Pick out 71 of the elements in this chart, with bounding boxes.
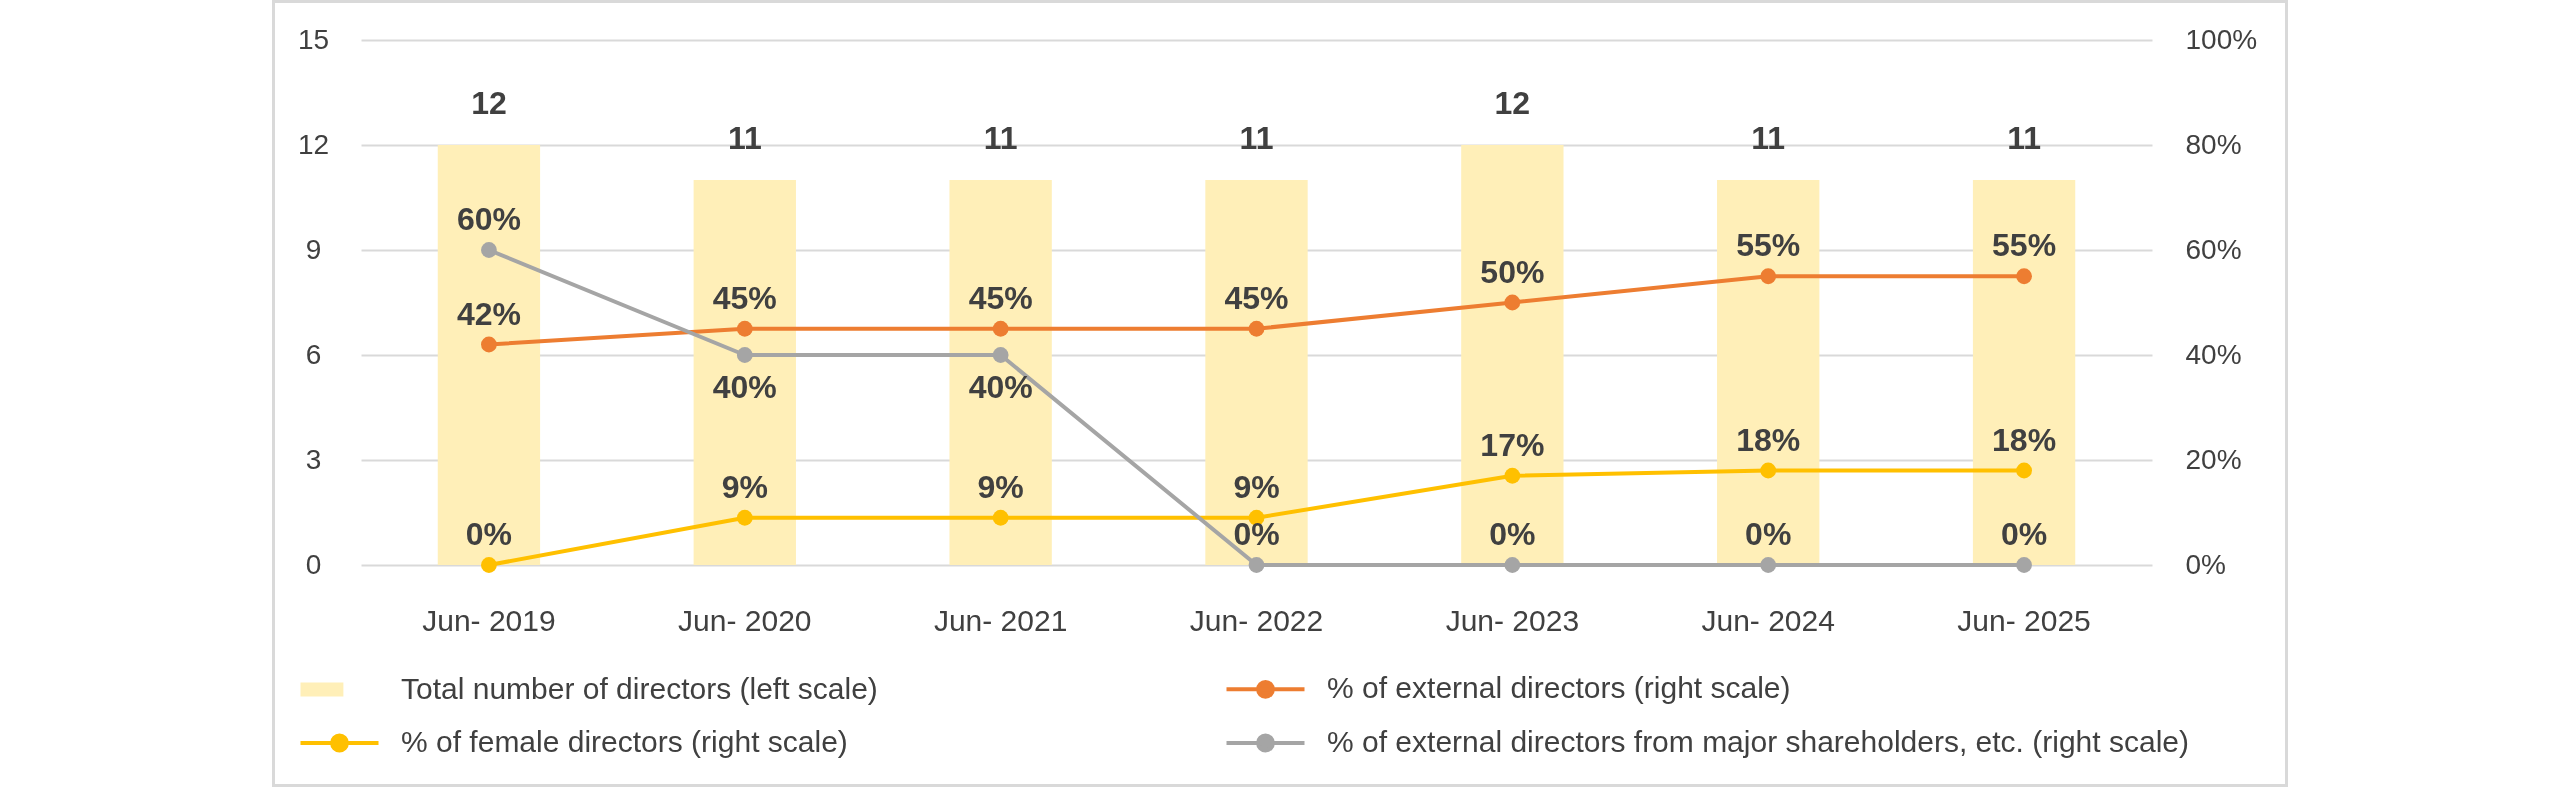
point bbox=[736, 509, 753, 526]
data-label: 9% bbox=[977, 468, 1024, 505]
data-label: 11 bbox=[983, 120, 1018, 156]
data-label: 9% bbox=[721, 468, 768, 505]
y-tick-label: 15 bbox=[297, 23, 330, 55]
data-label: 11 bbox=[1239, 120, 1274, 156]
point bbox=[481, 557, 497, 573]
data-label: 55% bbox=[1992, 227, 2057, 264]
point bbox=[1504, 467, 1521, 484]
x-tick-label: Jun- 2025 bbox=[1957, 603, 2091, 637]
legend-label: % of external directors (right scale) bbox=[1327, 671, 1791, 705]
point bbox=[1760, 557, 1777, 573]
data-label: 11 bbox=[2007, 120, 2041, 156]
point bbox=[2016, 462, 2032, 479]
x-tick-label: Jun- 2024 bbox=[1701, 603, 1835, 637]
y2-tick-label: 80% bbox=[2185, 128, 2242, 160]
y2-tick-label: 0% bbox=[2185, 548, 2226, 580]
data-label: 40% bbox=[968, 369, 1033, 405]
data-label: 9% bbox=[1233, 468, 1280, 505]
y2-tick-label: 100% bbox=[2185, 23, 2258, 55]
point bbox=[1760, 268, 1777, 285]
data-label: 45% bbox=[968, 279, 1033, 316]
x-tick-label: Jun- 2019 bbox=[422, 603, 556, 637]
y2-tick-label: 40% bbox=[2185, 338, 2242, 370]
point bbox=[1504, 294, 1521, 311]
y-tick-label: 9 bbox=[305, 233, 322, 265]
point bbox=[992, 347, 1009, 363]
data-label: 45% bbox=[712, 279, 777, 316]
data-label: 0% bbox=[1233, 516, 1280, 552]
point bbox=[481, 242, 497, 258]
point bbox=[481, 336, 497, 353]
x-tick-label: Jun- 2021 bbox=[933, 603, 1068, 637]
legend-label: Total number of directors (left scale) bbox=[401, 671, 878, 705]
point bbox=[2016, 557, 2032, 573]
data-label: 60% bbox=[456, 201, 521, 237]
y-tick-label: 6 bbox=[305, 338, 322, 370]
y2-tick-label: 20% bbox=[2185, 443, 2242, 475]
data-label: 0% bbox=[1489, 516, 1536, 552]
data-label: 18% bbox=[1992, 421, 2057, 458]
data-label: 50% bbox=[1480, 253, 1545, 290]
data-label: 11 bbox=[1751, 120, 1786, 156]
data-label: 55% bbox=[1736, 227, 1801, 264]
x-tick-label: Jun- 2023 bbox=[1445, 603, 1580, 637]
data-label: 42% bbox=[456, 295, 521, 332]
y-tick-label: 0 bbox=[305, 548, 322, 580]
point bbox=[1760, 462, 1777, 479]
y-tick-label: 12 bbox=[297, 128, 330, 160]
data-label: 18% bbox=[1736, 421, 1801, 458]
data-label: 40% bbox=[712, 369, 777, 405]
x-tick-label: Jun- 2022 bbox=[1189, 603, 1324, 637]
data-label: 11 bbox=[727, 120, 762, 156]
y2-tick-label: 60% bbox=[2185, 233, 2242, 265]
point bbox=[1248, 320, 1265, 337]
data-label: 0% bbox=[465, 516, 513, 552]
x-tick-label: Jun- 2020 bbox=[678, 603, 812, 637]
point bbox=[1248, 557, 1265, 573]
point bbox=[2016, 268, 2032, 285]
data-label: 0% bbox=[1745, 516, 1792, 552]
data-label: 0% bbox=[2000, 516, 2048, 552]
legend-label: % of female directors (right scale) bbox=[401, 725, 848, 758]
data-label: 12 bbox=[1494, 85, 1531, 121]
point bbox=[736, 320, 753, 337]
point bbox=[1504, 557, 1521, 573]
point bbox=[992, 509, 1009, 526]
data-label: 17% bbox=[1480, 426, 1545, 463]
legend-label: % of external directors from major shareholders, etc. (right scale) bbox=[1327, 725, 2189, 758]
y-tick-label: 3 bbox=[305, 443, 322, 475]
data-label: 45% bbox=[1224, 279, 1289, 316]
data-label: 12 bbox=[471, 85, 507, 121]
point bbox=[992, 320, 1009, 337]
point bbox=[736, 347, 753, 363]
